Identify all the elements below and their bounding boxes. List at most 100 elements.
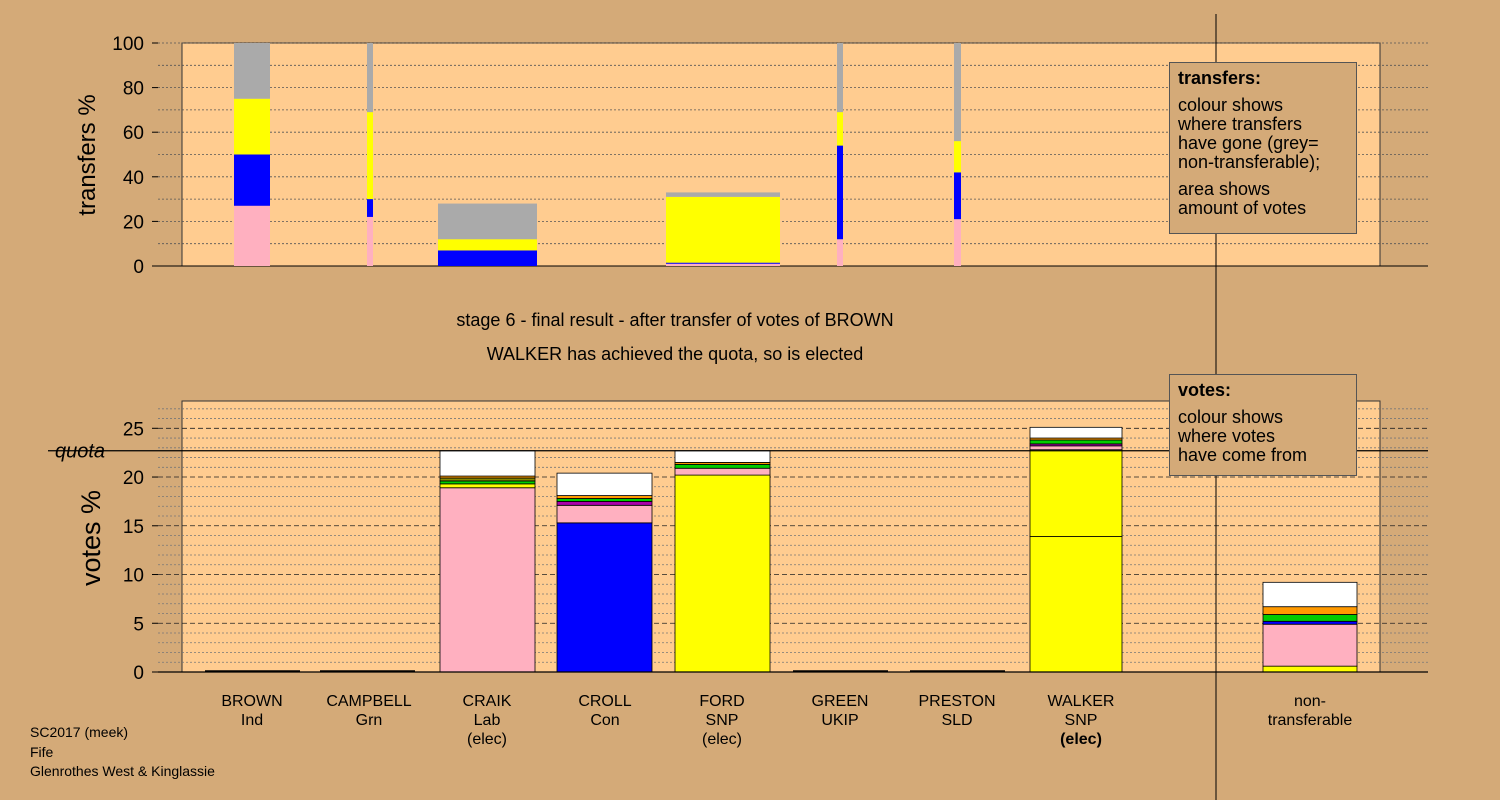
vote-bar-segment — [556, 504, 653, 524]
transfer-bar-segment — [234, 98, 270, 155]
transfers-y-tick-label: 60 — [123, 123, 144, 144]
vote-bar-segment — [1262, 665, 1358, 673]
vote-bar-segment — [1262, 581, 1358, 608]
votes-y-tick-label: 10 — [123, 566, 144, 587]
vote-bar-segment — [1029, 426, 1123, 439]
votes-y-tick-label: 20 — [123, 468, 144, 489]
candidate-name-label: PRESTON — [918, 693, 995, 710]
candidate-status-label: (elec) — [1060, 731, 1102, 748]
footer-council: Fife — [30, 744, 54, 760]
transfer-bar-segment — [666, 262, 780, 264]
votes-legend-line: where votes — [1178, 426, 1276, 446]
transfers-legend-line: amount of votes — [1178, 198, 1307, 218]
candidate-name-label: non- — [1294, 693, 1326, 710]
candidate-name-label: FORD — [699, 693, 744, 710]
transfer-bar-segment — [367, 112, 373, 200]
transfers-y-tick-label: 40 — [123, 168, 144, 189]
transfer-bar-segment — [234, 43, 270, 99]
quota-label: quota — [55, 441, 105, 463]
transfer-bar-segment — [234, 205, 270, 266]
transfers-legend-line: area shows — [1178, 179, 1271, 199]
transfer-bar-segment — [954, 219, 961, 266]
vote-bar-segment — [1029, 445, 1123, 451]
transfer-bar-segment — [438, 239, 537, 251]
candidate-name-label: CRAIK — [463, 693, 512, 710]
vote-bar-segment — [1262, 623, 1358, 667]
transfer-bar-segment — [954, 43, 961, 142]
transfer-bar-segment — [837, 112, 843, 146]
vote-bar-segment — [556, 522, 653, 673]
transfers-y-tick-label: 20 — [123, 212, 144, 233]
votes-legend: votes: colour shows where votes have com… — [1169, 374, 1357, 476]
candidate-party-label: SNP — [706, 712, 739, 729]
transfer-bar-segment — [234, 154, 270, 206]
vote-bar-segment — [556, 495, 653, 499]
vote-bar-segment — [1262, 614, 1358, 622]
vote-bar-segment — [674, 474, 771, 673]
stage-title: stage 6 - final result - after transfer … — [456, 310, 894, 330]
transfers-legend-line: colour shows — [1178, 95, 1284, 115]
votes-legend-line: have come from — [1178, 445, 1308, 465]
candidate-party-label: Ind — [241, 712, 263, 729]
votes-y-axis-label: votes % — [76, 490, 106, 586]
votes-y-tick-label: 0 — [133, 663, 144, 684]
candidate-party-label: Lab — [474, 712, 501, 729]
candidate-party-label: SLD — [941, 712, 972, 729]
vote-bar-segment — [439, 487, 536, 673]
vote-bar-segment — [674, 467, 771, 476]
vote-bar-segment — [1262, 606, 1358, 615]
candidate-party-label: SNP — [1065, 712, 1098, 729]
transfer-bar-segment — [666, 196, 780, 263]
stage-subtitle: WALKER has achieved the quota, so is ele… — [486, 344, 864, 364]
transfers-legend: transfers: colour shows where transfers … — [1169, 62, 1357, 234]
votes-y-tick-label: 5 — [133, 614, 144, 635]
footer-ward: Glenrothes West & Kinglassie — [30, 763, 215, 779]
vote-bar-segment — [439, 483, 536, 489]
vote-bar-segment — [439, 477, 536, 482]
candidate-status-label: (elec) — [467, 731, 507, 748]
transfer-bar-segment — [954, 172, 961, 220]
votes-y-tick-label: 15 — [123, 517, 144, 538]
candidate-name-label: WALKER — [1048, 693, 1115, 710]
vote-bar-segment — [556, 501, 653, 506]
candidate-status-label: (elec) — [702, 731, 742, 748]
transfer-bar-segment — [837, 43, 843, 113]
transfers-legend-title: transfers: — [1178, 68, 1262, 88]
transfers-y-axis-label: transfers % — [74, 94, 101, 215]
vote-bar-segment — [1029, 439, 1123, 445]
votes-legend-title: votes: — [1178, 380, 1232, 400]
vote-bar-segment — [1029, 536, 1123, 673]
footer-source: SC2017 (meek) — [30, 724, 129, 740]
transfer-bar-segment — [438, 203, 537, 240]
candidate-party-label: Grn — [356, 712, 383, 729]
candidate-name-label: GREEN — [812, 693, 869, 710]
votes-legend-line: colour shows — [1178, 407, 1284, 427]
transfers-y-tick-label: 100 — [112, 34, 144, 55]
transfer-bar-segment — [837, 239, 843, 266]
vote-bar-segment — [439, 450, 536, 477]
candidate-party-label: Con — [590, 712, 619, 729]
transfer-bar-segment — [367, 43, 373, 113]
transfer-bar-segment — [438, 250, 537, 266]
vote-bar-segment — [674, 450, 771, 463]
transfer-bar-segment — [367, 199, 373, 217]
transfers-legend-line: have gone (grey= — [1178, 133, 1319, 153]
vote-bar-segment — [674, 463, 771, 469]
transfers-legend-line: where transfers — [1178, 114, 1303, 134]
candidate-name-label: BROWN — [221, 693, 282, 710]
transfer-bar-segment — [666, 192, 780, 197]
transfers-legend-line: non-transferable); — [1178, 152, 1321, 172]
transfer-bar-segment — [367, 216, 373, 266]
candidate-name-label: CROLL — [578, 693, 631, 710]
transfers-y-tick-label: 80 — [123, 79, 144, 100]
transfer-bar-segment — [954, 141, 961, 173]
vote-bar-segment — [1029, 449, 1123, 537]
vote-bar-segment — [556, 498, 653, 502]
transfer-bar-segment — [666, 263, 780, 266]
candidate-party-label: transferable — [1268, 712, 1353, 729]
candidate-party-label: UKIP — [821, 712, 858, 729]
votes-y-tick-label: 25 — [123, 419, 144, 440]
candidate-name-label: CAMPBELL — [326, 693, 411, 710]
vote-bar-segment — [556, 472, 653, 496]
